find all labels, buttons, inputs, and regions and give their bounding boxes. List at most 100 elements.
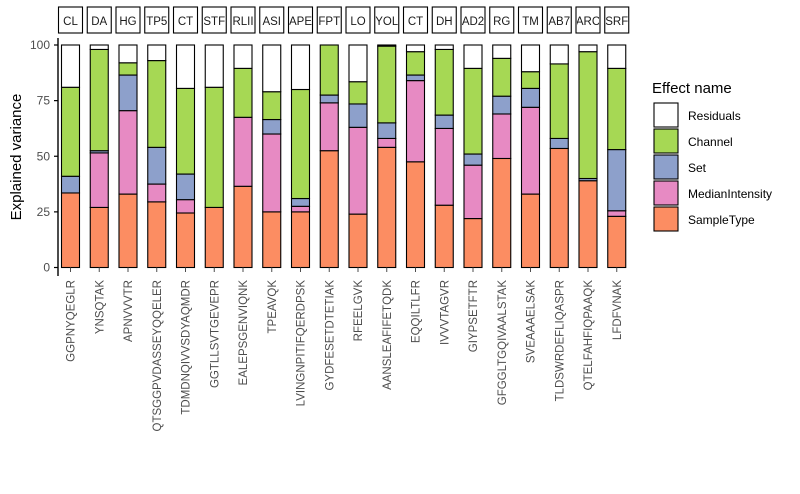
bar-segment-residuals: [463, 44, 483, 69]
y-tick-label: 100: [30, 38, 50, 52]
facet-strip-label: ARC: [576, 16, 600, 28]
x-tick-label: LFDFVNAK: [612, 280, 624, 340]
bar-segment-residuals: [60, 44, 81, 88]
bar-segment-set: [434, 114, 454, 129]
bar-segment-sampletype: [319, 150, 339, 269]
plot-area: CL GGPNYQEGLR DA YNSQTAK HG APNVVVTR TP5 QTSGGP…: [57, 6, 630, 431]
y-tick-label: 50: [37, 149, 51, 163]
facet-strip: [115, 6, 141, 34]
bar-segment-sampletype: [578, 180, 598, 269]
facet-strip-label: TM: [522, 16, 539, 28]
x-tick-label: GFGGLTGQIVAALSTAK: [497, 280, 509, 406]
legend: Effect name Residuals Channel Set MedianInt…: [652, 80, 772, 232]
bar-segment-channel: [147, 60, 167, 148]
bar-segment-channel: [463, 67, 483, 155]
bar-segment-channel: [60, 86, 81, 177]
facet-strip: [546, 6, 572, 34]
bar-segment-residuals: [118, 44, 138, 64]
facet-strip: [259, 6, 285, 34]
facet-strip: [172, 6, 199, 34]
facet-strip: [201, 6, 227, 34]
bar-segment-residuals: [147, 44, 167, 62]
bar-segment-set: [377, 122, 397, 139]
legend-key-residuals: [653, 102, 679, 128]
bar-segment-set: [262, 118, 282, 135]
facet-strip-label: DH: [436, 16, 453, 28]
bar-segment-channel: [377, 45, 397, 124]
facet-strip-label: CT: [178, 16, 193, 28]
facet-strip-label: APE: [289, 16, 312, 28]
bar-segment-medianintensity: [377, 137, 397, 148]
facet-strip-label: DA: [91, 16, 107, 28]
bar-segment-medianintensity: [463, 164, 483, 220]
bar-segment-residuals: [204, 44, 224, 88]
bar-segment-channel: [492, 57, 512, 97]
bar-segment-set: [60, 175, 81, 194]
bar-segment-sampletype: [463, 218, 483, 269]
bar-segment-set: [492, 95, 512, 115]
bar-segment-residuals: [377, 44, 397, 47]
y-axis: 0 25 50 75 100: [30, 38, 59, 276]
x-tick-label: APNVVVTR: [123, 280, 135, 342]
x-tick-label: QTSGGPVDASSEYQQELER: [152, 280, 164, 431]
bar-segment-set: [147, 146, 167, 185]
facet-strip-label: RLII: [232, 16, 253, 28]
bar-segment-set: [405, 74, 426, 82]
bar-segment-residuals: [233, 44, 253, 69]
bar-segment-channel: [578, 51, 598, 180]
bar-segment-medianintensity: [147, 183, 167, 203]
x-tick-label: SVEAAAELSAK: [526, 280, 538, 363]
bar-segment-sampletype: [262, 211, 282, 269]
bar-segment-residuals: [89, 44, 109, 50]
bar-segment-channel: [233, 67, 253, 118]
x-tick-label: QTELFAHFIQPAAQK: [583, 280, 595, 391]
facet-strip: [144, 6, 170, 34]
bar-segment-residuals: [290, 44, 311, 91]
facet-strip: [604, 6, 630, 34]
bar-segment-medianintensity: [405, 80, 426, 163]
bar-segment-residuals: [434, 44, 454, 50]
bar-segment-medianintensity: [118, 110, 138, 195]
bar-segment-sampletype: [233, 185, 253, 269]
x-tick-label: RFEELGVK: [353, 280, 365, 342]
x-tick-label: TDMDNQIVVSDYAQMDR: [181, 280, 193, 415]
legend-key-set: [653, 154, 679, 180]
bar-segment-residuals: [492, 44, 512, 59]
bar-segment-residuals: [405, 44, 426, 53]
facet-strip-label: LO: [350, 16, 365, 28]
y-axis-title: Explained variance: [8, 94, 25, 221]
bar-segment-sampletype: [492, 157, 512, 269]
bar-segment-medianintensity: [520, 106, 541, 195]
bar-segment-medianintensity: [492, 113, 512, 160]
bar-segment-residuals: [175, 44, 196, 89]
bar-segment-medianintensity: [290, 205, 311, 213]
y-tick-label: 0: [43, 261, 50, 275]
x-tick-label: GGPNYQEGLR: [66, 280, 78, 362]
legend-label: Set: [688, 161, 707, 175]
x-tick-label: GYDFESETDTETIAK: [324, 280, 336, 391]
facet-strip-label: FPT: [318, 16, 340, 28]
legend-label: MedianIntensity: [688, 187, 772, 201]
bar-segment-set: [520, 87, 541, 108]
bar-segment-sampletype: [405, 161, 426, 269]
bar-segment-residuals: [549, 44, 569, 65]
bar-segment-medianintensity: [607, 210, 627, 217]
bar-segment-set: [175, 173, 196, 201]
facet-strip-label: HG: [119, 16, 136, 28]
bar-segment-channel: [89, 48, 109, 152]
x-tick-label: GIYPSETFTR: [468, 280, 480, 352]
bar-segment-sampletype: [118, 193, 138, 269]
facet-strip: [431, 6, 457, 34]
bar-segment-channel: [319, 44, 339, 96]
bar-segment-residuals: [607, 44, 627, 69]
bar-segment-medianintensity: [233, 116, 253, 187]
facet-strip-label: CL: [63, 16, 78, 28]
facet-strip-label: RG: [493, 16, 510, 28]
bar-segment-sampletype: [60, 192, 81, 269]
bar-segment-channel: [520, 71, 541, 89]
bar-segment-sampletype: [290, 211, 311, 269]
legend-key-channel: [653, 128, 679, 154]
facet-strip: [316, 6, 342, 34]
facet-strip: [460, 6, 486, 34]
